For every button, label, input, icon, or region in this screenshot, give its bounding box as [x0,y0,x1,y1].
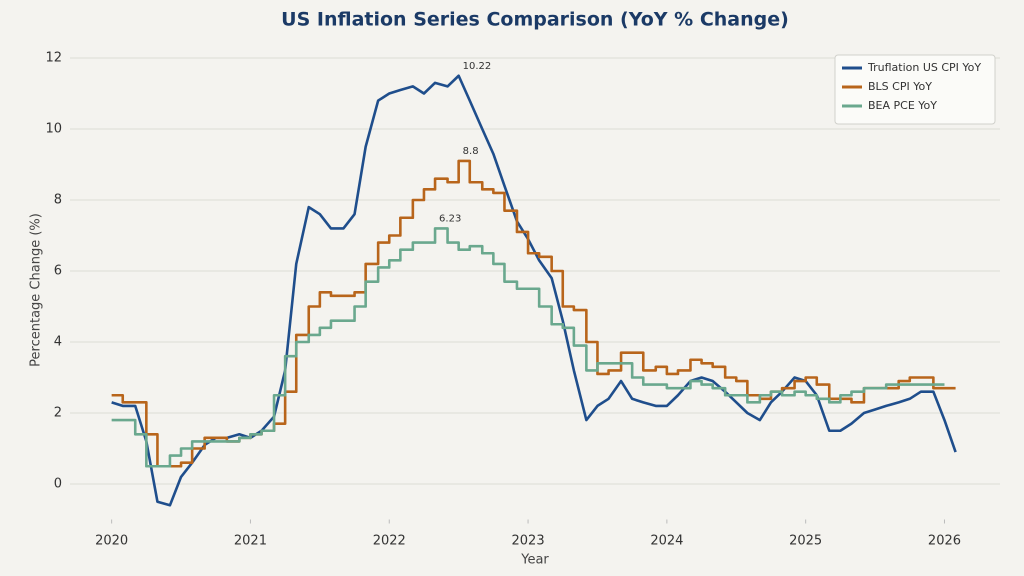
y-tick-label: 8 [54,193,62,208]
y-tick-label: 12 [45,51,62,66]
x-tick-label: 2022 [373,534,406,549]
y-axis-label: Percentage Change (%) [29,213,44,367]
legend-label: BEA PCE YoY [868,99,937,112]
series-line [111,74,957,507]
y-tick-label: 6 [54,264,62,279]
y-tick-label: 0 [54,477,62,492]
y-tick-label: 2 [54,406,62,421]
x-tick-label: 2020 [95,534,128,549]
y-tick-label: 4 [54,335,62,350]
x-tick-label: 2023 [512,534,545,549]
y-tick-label: 10 [45,122,62,137]
legend: Truflation US CPI YoY BLS CPI YoY BEA PCE … [834,54,996,125]
peak-label: 6.23 [439,213,461,224]
legend-label: Truflation US CPI YoY [867,61,981,74]
legend-label: BLS CPI YoY [868,80,932,93]
peak-label: 10.22 [463,61,492,72]
x-tick-label: 2021 [234,534,267,549]
legend-box [834,54,996,125]
chart-title: US Inflation Series Comparison (YoY % Ch… [281,9,789,31]
x-tick-label: 2025 [789,534,822,549]
plot-area: 10.22 8.8 6.23 [111,61,957,507]
peak-label: 8.8 [463,146,479,157]
series-line [111,227,945,468]
x-axis-label: Year [520,553,549,568]
grid: 0 2 4 6 8 10 12 2020 2021 2022 2023 2024 2025 2026 [45,51,1000,549]
x-tick-label: 2024 [650,534,683,549]
x-tick-label: 2026 [928,534,961,549]
